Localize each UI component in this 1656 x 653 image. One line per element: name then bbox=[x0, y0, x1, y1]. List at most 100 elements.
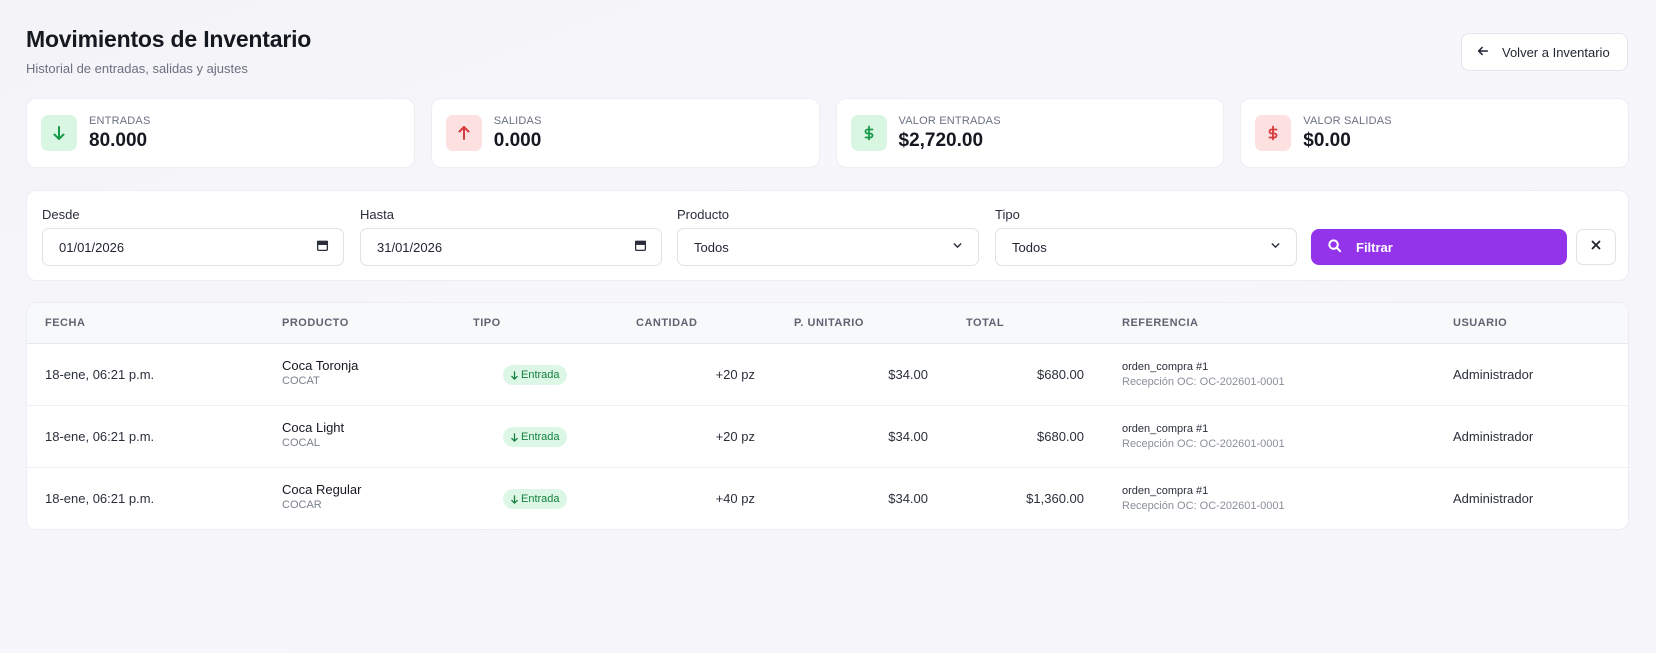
hasta-value: 31/01/2026 bbox=[377, 239, 443, 255]
table-row: 18-ene, 06:21 p.m. Coca Toronja COCAT En… bbox=[27, 344, 1628, 406]
close-icon bbox=[1590, 238, 1602, 256]
tipo-label: Tipo bbox=[995, 207, 1020, 222]
cell-unitario: $34.00 bbox=[888, 491, 928, 506]
page-subtitle: Historial de entradas, salidas y ajustes bbox=[26, 61, 248, 76]
producto-select[interactable]: Todos bbox=[677, 228, 979, 266]
status-badge: Entrada bbox=[503, 427, 567, 447]
ref-main: orden_compra #1 bbox=[1122, 485, 1209, 497]
col-tipo: TIPO bbox=[473, 317, 501, 329]
filter-producto: Producto Todos bbox=[677, 207, 979, 266]
hasta-date-input[interactable]: 31/01/2026 bbox=[360, 228, 662, 266]
badge-label: Entrada bbox=[521, 431, 560, 443]
stat-value: 0.000 bbox=[493, 129, 542, 151]
stat-value: $2,720.00 bbox=[898, 129, 984, 151]
col-total: TOTAL bbox=[966, 317, 1005, 329]
cell-producto: Coca Regular COCAR bbox=[282, 482, 362, 511]
arrow-up-icon bbox=[445, 115, 482, 151]
filter-tipo: Tipo Todos bbox=[995, 207, 1297, 266]
dollar-icon bbox=[850, 115, 887, 151]
cell-fecha: 18-ene, 06:21 p.m. bbox=[45, 429, 155, 444]
cell-total: $680.00 bbox=[1037, 367, 1084, 382]
status-badge: Entrada bbox=[503, 489, 567, 509]
desde-value: 01/01/2026 bbox=[59, 239, 125, 255]
cell-total: $680.00 bbox=[1037, 429, 1084, 444]
calendar-icon bbox=[316, 239, 329, 255]
table-row: 18-ene, 06:21 p.m. Coca Light COCAL Entr… bbox=[27, 406, 1628, 468]
cell-usuario: Administrador bbox=[1453, 429, 1534, 444]
cell-usuario: Administrador bbox=[1453, 367, 1534, 382]
col-usuario: USUARIO bbox=[1453, 317, 1508, 329]
col-unitario: P. UNITARIO bbox=[794, 317, 864, 329]
stat-label: ENTRADAS bbox=[89, 114, 151, 127]
back-button-label: Volver a Inventario bbox=[1502, 44, 1610, 60]
stat-card-valor-entradas: VALOR ENTRADAS $2,720.00 bbox=[835, 98, 1225, 168]
product-name: Coca Light bbox=[282, 420, 345, 435]
col-referencia: REFERENCIA bbox=[1122, 317, 1199, 329]
arrow-down-icon bbox=[511, 494, 518, 504]
arrow-left-icon bbox=[1476, 44, 1490, 61]
cell-unitario: $34.00 bbox=[888, 429, 928, 444]
stat-value: $0.00 bbox=[1303, 129, 1351, 151]
cell-referencia: orden_compra #1 Recepción OC: OC-202601-… bbox=[1122, 361, 1285, 388]
producto-label: Producto bbox=[677, 207, 730, 222]
filter-button[interactable]: Filtrar bbox=[1311, 229, 1567, 265]
stat-card-salidas: SALIDAS 0.000 bbox=[430, 98, 820, 168]
cell-usuario: Administrador bbox=[1453, 491, 1534, 506]
chevron-down-icon bbox=[1269, 239, 1282, 255]
cell-producto: Coca Toronja COCAT bbox=[282, 358, 358, 387]
badge-label: Entrada bbox=[521, 493, 560, 505]
col-cantidad: CANTIDAD bbox=[636, 317, 698, 329]
hasta-label: Hasta bbox=[360, 207, 394, 222]
status-badge: Entrada bbox=[503, 365, 567, 385]
stat-label: VALOR ENTRADAS bbox=[898, 114, 1001, 127]
desde-date-input[interactable]: 01/01/2026 bbox=[42, 228, 344, 266]
page-header: Movimientos de Inventario Historial de e… bbox=[26, 26, 311, 76]
filter-desde: Desde 01/01/2026 bbox=[42, 207, 344, 266]
table-row: 18-ene, 06:21 p.m. Coca Regular COCAR En… bbox=[27, 468, 1628, 529]
cell-cantidad: +20 pz bbox=[715, 367, 755, 382]
ref-sub: Recepción OC: OC-202601-0001 bbox=[1122, 500, 1285, 512]
filter-button-label: Filtrar bbox=[1356, 239, 1393, 255]
table-header: FECHA PRODUCTO TIPO CANTIDAD P. UNITARIO… bbox=[27, 303, 1628, 344]
dollar-icon bbox=[1255, 115, 1292, 151]
badge-label: Entrada bbox=[521, 369, 560, 381]
desde-label: Desde bbox=[42, 207, 80, 222]
search-icon bbox=[1327, 238, 1342, 256]
col-producto: PRODUCTO bbox=[282, 317, 349, 329]
cell-producto: Coca Light COCAL bbox=[282, 420, 344, 449]
cell-unitario: $34.00 bbox=[888, 367, 928, 382]
product-name: Coca Toronja bbox=[282, 358, 359, 373]
tipo-select[interactable]: Todos bbox=[995, 228, 1297, 266]
tipo-value: Todos bbox=[1012, 239, 1047, 255]
calendar-icon bbox=[634, 239, 647, 255]
cell-fecha: 18-ene, 06:21 p.m. bbox=[45, 367, 155, 382]
ref-main: orden_compra #1 bbox=[1122, 361, 1209, 373]
cell-referencia: orden_compra #1 Recepción OC: OC-202601-… bbox=[1122, 485, 1285, 512]
page-title: Movimientos de Inventario bbox=[26, 26, 312, 52]
cell-cantidad: +40 pz bbox=[715, 491, 755, 506]
movements-table: FECHA PRODUCTO TIPO CANTIDAD P. UNITARIO… bbox=[26, 302, 1629, 530]
stat-value: 80.000 bbox=[89, 129, 148, 151]
filter-panel: Desde 01/01/2026 Hasta 31/01/2026 Produc… bbox=[26, 190, 1629, 281]
back-to-inventory-button[interactable]: Volver a Inventario bbox=[1461, 33, 1628, 71]
cell-cantidad: +20 pz bbox=[715, 429, 755, 444]
col-fecha: FECHA bbox=[45, 317, 86, 329]
ref-sub: Recepción OC: OC-202601-0001 bbox=[1122, 438, 1285, 450]
clear-filters-button[interactable] bbox=[1576, 229, 1616, 265]
filter-hasta: Hasta 31/01/2026 bbox=[360, 207, 662, 266]
ref-sub: Recepción OC: OC-202601-0001 bbox=[1122, 376, 1285, 388]
arrow-down-icon bbox=[511, 432, 518, 442]
product-code: COCAR bbox=[282, 499, 322, 511]
stat-card-entradas: ENTRADAS 80.000 bbox=[26, 98, 415, 168]
stat-label: VALOR SALIDAS bbox=[1303, 114, 1392, 127]
product-code: COCAL bbox=[282, 437, 320, 449]
arrow-down-icon bbox=[511, 370, 518, 380]
cell-referencia: orden_compra #1 Recepción OC: OC-202601-… bbox=[1122, 423, 1285, 450]
arrow-down-icon bbox=[41, 115, 77, 151]
stat-card-valor-salidas: VALOR SALIDAS $0.00 bbox=[1240, 98, 1629, 168]
chevron-down-icon bbox=[951, 239, 964, 255]
producto-value: Todos bbox=[694, 239, 729, 255]
cell-total: $1,360.00 bbox=[1026, 491, 1084, 506]
product-name: Coca Regular bbox=[282, 482, 362, 497]
product-code: COCAT bbox=[282, 375, 320, 387]
